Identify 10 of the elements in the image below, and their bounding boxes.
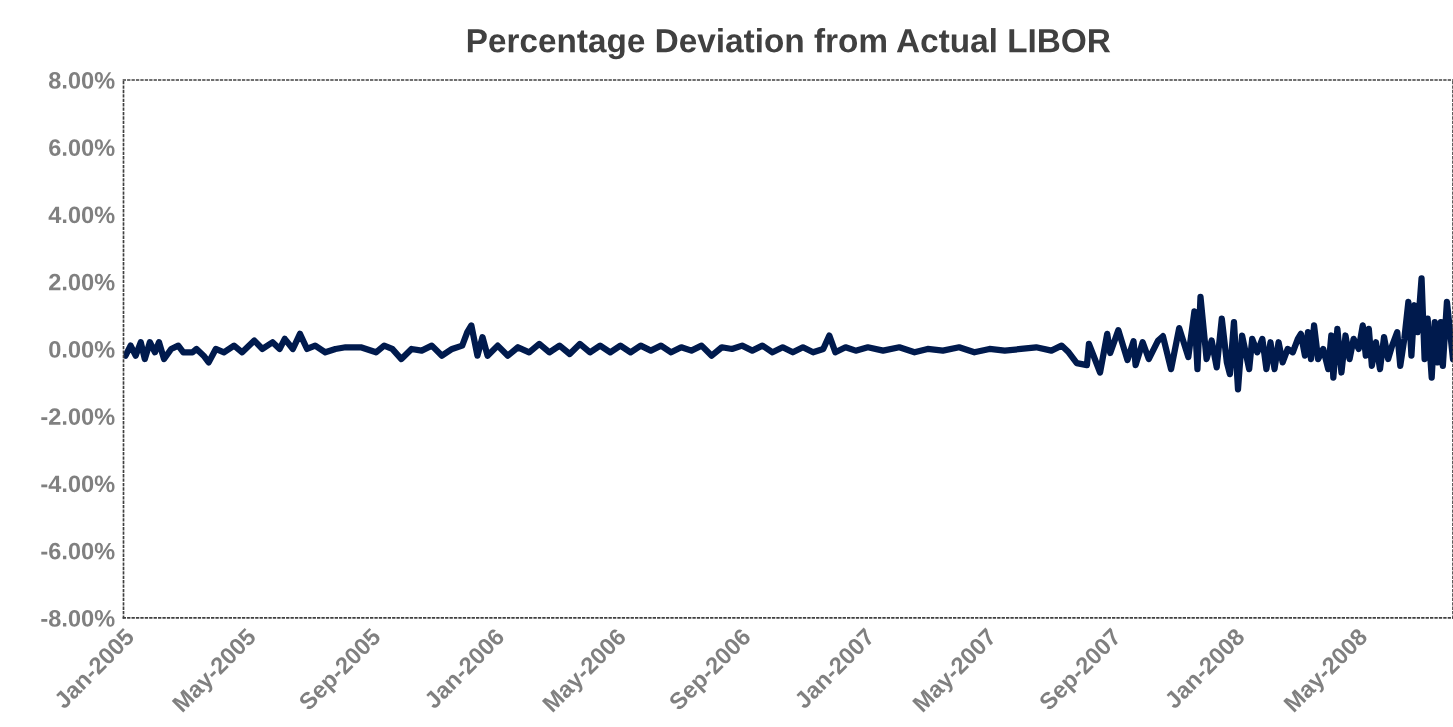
chart-title: Percentage Deviation from Actual LIBOR [467,28,1111,60]
y-tick-label: 0.00% [49,341,115,358]
y-tick-label: 4.00% [48,206,115,224]
y-tick-label: 8.00% [48,72,115,89]
y-tick-label: 2.00% [49,273,115,291]
y-tick-label: -8.00% [41,610,115,627]
y-tick-label: -2.00% [41,408,115,425]
y-tick-label: 6.00% [49,139,115,157]
y-tick-label: -6.00% [41,542,115,560]
y-tick-label: -4.00% [41,475,115,493]
